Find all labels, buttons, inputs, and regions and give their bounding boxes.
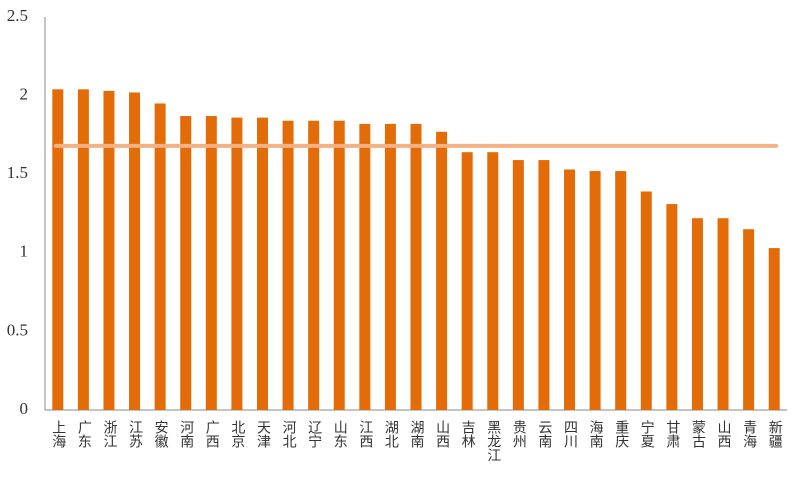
x-tick-label: 湖南 (409, 420, 425, 448)
bar (564, 169, 576, 410)
x-tick-label: 河南 (178, 420, 194, 448)
x-tick-label: 吉林 (460, 420, 476, 448)
x-tick-label: 四川 (562, 420, 578, 448)
x-tick-label: 蒙古 (690, 420, 706, 448)
bar (77, 89, 89, 410)
x-tick-label: 重庆 (613, 420, 629, 448)
bar (538, 160, 550, 410)
y-tick-label: 0.5 (7, 320, 28, 339)
bar (589, 171, 601, 410)
bar (205, 116, 217, 410)
x-tick-label: 青海 (741, 420, 757, 448)
y-tick-label: 1.5 (7, 163, 28, 182)
x-tick-label: 湖北 (383, 420, 399, 449)
bar (615, 171, 627, 410)
x-tick-label: 广西 (204, 420, 220, 448)
bar (743, 229, 755, 410)
bar (333, 120, 345, 410)
bar (308, 120, 320, 410)
x-tick-label: 北京 (229, 420, 245, 448)
bar (282, 120, 294, 410)
bar (231, 117, 243, 410)
bar (691, 218, 703, 410)
bar (384, 123, 396, 411)
x-tick-label: 天津 (255, 420, 271, 448)
x-tick-label: 广东 (76, 420, 92, 448)
x-tick-label: 山东 (332, 420, 348, 448)
x-tick-label: 甘肃 (664, 420, 680, 448)
bar (666, 204, 678, 410)
x-tick-label: 辽宁 (306, 420, 322, 448)
bar (487, 152, 499, 410)
x-tick-label: 海南 (588, 420, 604, 448)
bar (154, 103, 166, 411)
bar (410, 123, 422, 411)
x-tick-label: 江西 (357, 420, 373, 448)
x-tick-label: 宁夏 (639, 419, 655, 448)
bar (512, 160, 524, 410)
bar (461, 152, 473, 410)
x-tick-label: 上海 (50, 420, 66, 448)
bar (103, 90, 115, 410)
bar (768, 248, 780, 410)
bar (180, 116, 192, 410)
bar (52, 89, 64, 410)
x-tick-label: 山西 (716, 420, 732, 448)
x-tick-label: 浙江 (101, 420, 117, 448)
bar (129, 92, 141, 411)
x-tick-label: 云南 (536, 420, 552, 448)
x-tick-label: 黑龙江 (485, 420, 501, 462)
x-tick-label: 河北 (281, 420, 297, 449)
x-tick-label: 贵州 (511, 420, 527, 448)
y-tick-label: 0 (20, 399, 29, 418)
y-tick-label: 1 (20, 242, 29, 261)
x-tick-label: 江苏 (127, 420, 143, 449)
bar (436, 131, 448, 411)
x-tick-label: 安徽 (153, 420, 169, 448)
bar (359, 123, 371, 411)
bar (640, 191, 652, 410)
y-tick-label: 2.5 (7, 6, 28, 25)
y-tick-label: 2 (20, 85, 29, 104)
x-tick-label: 山西 (434, 420, 450, 448)
x-tick-label: 新疆 (767, 420, 783, 448)
bar (717, 218, 729, 410)
bar (256, 117, 268, 410)
